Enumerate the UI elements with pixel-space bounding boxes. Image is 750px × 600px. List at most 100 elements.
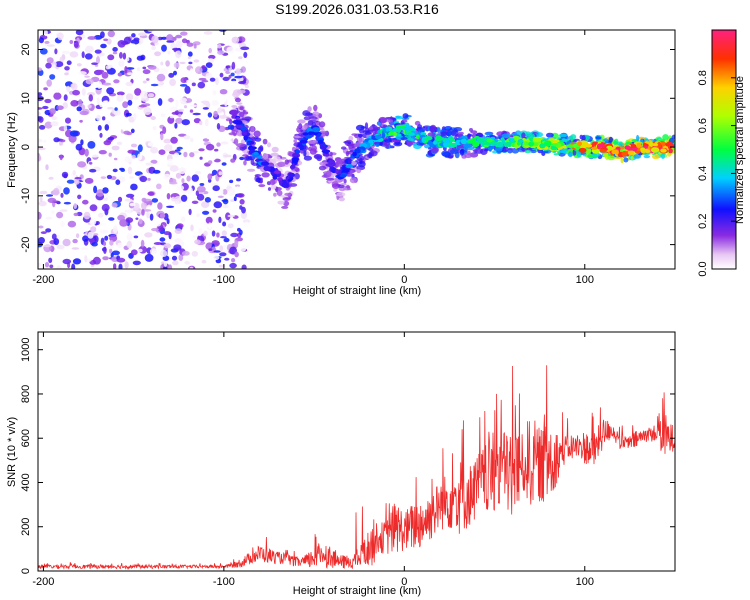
noise-blob bbox=[99, 222, 106, 227]
noise-blob bbox=[206, 182, 213, 186]
noise-blob bbox=[223, 237, 230, 243]
ridge-halo-blob bbox=[262, 138, 268, 145]
noise-blob bbox=[117, 40, 126, 48]
noise-blob bbox=[45, 228, 52, 233]
noise-blob bbox=[175, 117, 183, 124]
noise-blob bbox=[126, 72, 134, 76]
noise-blob bbox=[151, 198, 159, 203]
ridge-halo-blob bbox=[430, 146, 439, 154]
noise-blob bbox=[207, 112, 213, 118]
ridge-core-blob bbox=[508, 137, 515, 142]
ridge-halo-blob bbox=[364, 131, 372, 135]
noise-blob bbox=[166, 193, 171, 200]
ridge-halo-blob bbox=[472, 149, 478, 152]
noise-blob bbox=[138, 248, 143, 253]
noise-blob bbox=[160, 132, 164, 141]
noise-blob bbox=[102, 116, 106, 121]
noise-blob bbox=[163, 231, 171, 236]
ridge-core-blob bbox=[643, 143, 647, 147]
noise-blob bbox=[230, 80, 238, 85]
noise-blob bbox=[211, 140, 217, 146]
ridge-core-blob bbox=[404, 130, 409, 135]
ridge-halo-blob bbox=[356, 137, 365, 143]
ridge-halo-blob bbox=[338, 197, 345, 202]
noise-blob bbox=[130, 143, 138, 148]
noise-blob bbox=[101, 71, 109, 79]
noise-blob bbox=[223, 154, 232, 158]
noise-blob bbox=[125, 67, 135, 70]
noise-blob bbox=[111, 145, 120, 151]
noise-blob bbox=[125, 209, 131, 213]
ridge-core-blob bbox=[416, 134, 420, 140]
x-tick-label: 100 bbox=[576, 274, 594, 286]
ridge-halo-blob bbox=[546, 132, 554, 138]
noise-blob bbox=[234, 75, 243, 79]
ridge-halo-blob bbox=[401, 119, 408, 123]
noise-blob bbox=[198, 227, 203, 235]
noise-blob bbox=[233, 196, 237, 202]
ridge-halo-blob bbox=[441, 150, 450, 157]
ridge-core-blob bbox=[368, 139, 374, 144]
noise-blob bbox=[227, 124, 235, 130]
ridge-core-blob bbox=[533, 141, 539, 147]
noise-blob bbox=[167, 264, 173, 269]
noise-blob bbox=[167, 98, 175, 103]
noise-blob bbox=[177, 108, 185, 112]
ridge-core-blob bbox=[621, 151, 628, 157]
noise-blob bbox=[234, 240, 239, 248]
noise-blob bbox=[201, 65, 206, 70]
ridge-core-blob bbox=[496, 141, 504, 148]
noise-blob bbox=[169, 165, 179, 172]
ridge-halo-blob bbox=[303, 116, 311, 121]
noise-blob bbox=[170, 136, 178, 144]
noise-blob bbox=[63, 94, 68, 101]
noise-blob bbox=[111, 250, 120, 256]
ridge-halo-blob bbox=[521, 132, 526, 140]
noise-blob bbox=[71, 247, 80, 250]
noise-blob bbox=[197, 81, 206, 89]
noise-blob bbox=[222, 198, 229, 205]
noise-blob bbox=[135, 47, 140, 51]
noise-blob bbox=[112, 51, 118, 55]
noise-blob bbox=[222, 76, 230, 81]
ridge-core-blob bbox=[522, 141, 530, 146]
y-tick-label: 400 bbox=[20, 473, 32, 491]
ridge-halo-blob bbox=[318, 121, 326, 128]
noise-blob bbox=[163, 138, 172, 144]
noise-blob bbox=[189, 137, 194, 143]
noise-blob bbox=[69, 51, 79, 58]
noise-blob bbox=[60, 192, 64, 198]
ridge-core-blob bbox=[649, 141, 654, 147]
snr-y-ticks: 0 200 400 600 800 1000 bbox=[20, 337, 675, 574]
ridge-halo-blob bbox=[630, 155, 634, 160]
ridge-halo-blob bbox=[288, 183, 298, 187]
ridge-halo-blob bbox=[368, 152, 373, 159]
ridge-halo-blob bbox=[277, 161, 286, 167]
noise-blob bbox=[43, 30, 48, 37]
ridge-halo-blob bbox=[261, 172, 270, 178]
noise-blob bbox=[193, 43, 197, 49]
noise-blob bbox=[50, 121, 59, 127]
noise-blob bbox=[239, 205, 243, 210]
noise-blob bbox=[229, 262, 237, 269]
noise-blob bbox=[193, 59, 200, 63]
ridge-halo-blob bbox=[607, 154, 615, 161]
noise-blob bbox=[49, 264, 54, 269]
noise-blob bbox=[229, 119, 233, 125]
ridge-halo-blob bbox=[273, 156, 281, 162]
ridge-halo-blob bbox=[474, 148, 484, 154]
noise-blob bbox=[104, 235, 109, 241]
ridge-halo-blob bbox=[345, 151, 350, 157]
ridge-halo-blob bbox=[651, 154, 660, 160]
noise-blob bbox=[178, 167, 187, 175]
noise-blob bbox=[117, 214, 125, 221]
noise-blob bbox=[187, 51, 193, 57]
ridge-halo-blob bbox=[242, 154, 249, 157]
ridge-core-blob bbox=[528, 141, 535, 147]
noise-blob bbox=[218, 216, 222, 223]
noise-blob bbox=[102, 187, 109, 194]
noise-blob bbox=[65, 117, 71, 124]
noise-blob bbox=[103, 38, 108, 42]
ridge-core-blob bbox=[302, 132, 309, 136]
noise-blob bbox=[213, 201, 223, 209]
